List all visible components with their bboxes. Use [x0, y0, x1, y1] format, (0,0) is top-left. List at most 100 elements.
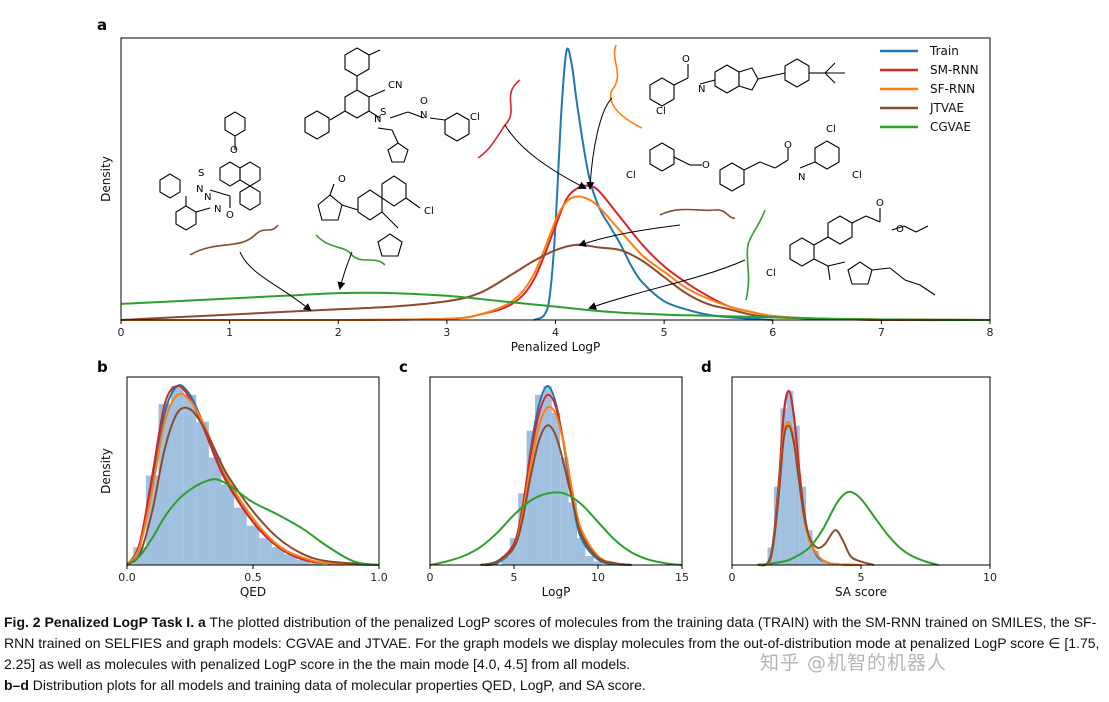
histogram-bar: [196, 421, 209, 565]
x-tick-label: 5: [858, 571, 865, 584]
histogram-bar: [577, 538, 586, 565]
series-line-jtvae: [126, 406, 380, 566]
x-tick-label: 4: [552, 326, 559, 339]
panel-letter-a: a: [97, 16, 107, 34]
x-tick-label: 3: [443, 326, 450, 339]
molecule-mainmode-1: [304, 47, 470, 142]
histogram-bar: [585, 556, 594, 565]
atom-label: N: [698, 84, 705, 95]
atom-label: Cl: [424, 206, 434, 217]
x-tick-label: 0: [118, 326, 125, 339]
atom-label: N: [374, 114, 381, 125]
x-axis-label: SA score: [835, 585, 887, 599]
histogram-bar: [259, 538, 272, 565]
atom-label: O: [784, 140, 792, 151]
histogram-bar: [786, 390, 794, 565]
series-line-sf-rnn: [120, 195, 991, 322]
molecule-oodmode-2: [317, 127, 421, 257]
molecule-oodmode-1: [159, 111, 261, 231]
atom-label: Cl: [826, 124, 836, 135]
molecule-mainmode-4: [789, 208, 936, 296]
panel-letter-b: b: [97, 358, 108, 376]
atom-label: O: [420, 96, 428, 107]
x-tick-label: 0: [729, 571, 736, 584]
histogram-bar: [297, 559, 310, 565]
histogram-bar: [271, 547, 285, 565]
panel-letter-c: c: [399, 358, 408, 376]
x-tick-label: 2: [335, 326, 342, 339]
y-axis-label: Density: [99, 448, 113, 494]
squiggle-smrnn: [477, 79, 521, 159]
atom-label: O: [876, 198, 884, 209]
histogram-bar: [246, 525, 260, 565]
series-line-cgvae: [429, 491, 683, 566]
atom-label: O: [230, 145, 238, 156]
histogram-bar: [593, 561, 603, 565]
arrow-mainmode-sfrnn: [586, 97, 613, 190]
caption-part-a-text: The plotted distribution of the penalize…: [4, 614, 1100, 672]
atom-label: N: [204, 192, 211, 203]
histogram-bar: [560, 457, 569, 565]
legend-entry: Train: [929, 44, 959, 58]
atom-label: N: [798, 172, 805, 183]
atom-label: CN: [388, 80, 402, 91]
arrow-oodmode-cgvae: [337, 251, 353, 290]
figure-caption: Fig. 2 Penalized LogP Task I. a The plot…: [4, 612, 1104, 696]
caption-paragraph-2: b–d Distribution plots for all models an…: [4, 675, 1104, 696]
series-line-cgvae: [126, 478, 380, 566]
arrow-mainmode-cgvae: [588, 259, 746, 310]
histogram-bar: [284, 554, 298, 565]
molecule-mainmode-2: [649, 58, 845, 107]
atom-label: S: [198, 168, 204, 179]
plot-panel-a: 0 1 2 3 4 5 6 7 8 Penalized LogP Density Train SM-RN…: [99, 37, 994, 354]
histogram-bar: [509, 538, 519, 565]
atom-label: Cl: [470, 112, 480, 123]
histogram-bar: [221, 484, 235, 565]
plot-panel-d: 0 5 10 SA score: [729, 376, 997, 599]
atom-label: O: [682, 54, 690, 65]
atom-label: Cl: [626, 170, 636, 181]
molecule-illustrations: [159, 44, 936, 312]
atom-label: O: [338, 174, 346, 185]
caption-part-bd-text: Distribution plots for all models and tr…: [32, 677, 646, 693]
x-tick-label: 1.0: [370, 571, 388, 584]
caption-paragraph-1: Fig. 2 Penalized LogP Task I. a The plot…: [4, 612, 1104, 675]
histogram-bar: [551, 412, 561, 565]
histogram-bar: [171, 385, 184, 565]
x-tick-label: 1: [226, 326, 233, 339]
squiggle-sfrnn: [609, 44, 643, 129]
histogram-bar: [825, 563, 832, 565]
x-tick-label: 7: [878, 326, 885, 339]
squiggle-jtvae-right: [659, 208, 736, 219]
histogram-bar: [819, 559, 826, 565]
atom-label: Cl: [656, 106, 666, 117]
series-line-sm-rnn: [126, 384, 380, 566]
plot-frame: [731, 376, 991, 566]
series-line-train: [533, 47, 773, 321]
squiggle-cgvae-right: [745, 209, 766, 301]
x-tick-label: 8: [987, 326, 994, 339]
arrow-mainmode-smrnn: [504, 124, 587, 189]
x-axis-label: QED: [240, 585, 266, 599]
histogram-bar: [543, 385, 552, 565]
atom-label: N: [420, 110, 427, 121]
series-line-sm-rnn: [120, 184, 991, 322]
x-tick-label: 5: [661, 326, 668, 339]
atom-label: O: [226, 210, 234, 221]
legend-entry: SM-RNN: [930, 63, 979, 77]
figure: a b c d 0 1 2 3 4 5 6 7 8 Penalized LogP Density Tr…: [97, 16, 997, 599]
histogram-bar: [535, 394, 544, 565]
atom-label: Cl: [766, 268, 776, 279]
histogram-bar: [234, 507, 247, 565]
histogram-bar: [568, 502, 577, 565]
atom-label: N: [214, 204, 221, 215]
molecule-atom-labels: S N O N N O O Cl CN N S Cl N O Cl O N Cl…: [196, 54, 904, 279]
legend-entry: JTVAE: [929, 101, 964, 115]
series-line-jtvae: [480, 424, 632, 566]
histogram-bar: [799, 486, 807, 565]
caption-part-a-label: a: [197, 614, 206, 630]
plot-panel-c: 0 5 10 15 LogP: [427, 376, 689, 599]
histogram-bar: [526, 430, 535, 565]
x-tick-label: 0.5: [244, 571, 262, 584]
x-tick-label: 6: [769, 326, 776, 339]
